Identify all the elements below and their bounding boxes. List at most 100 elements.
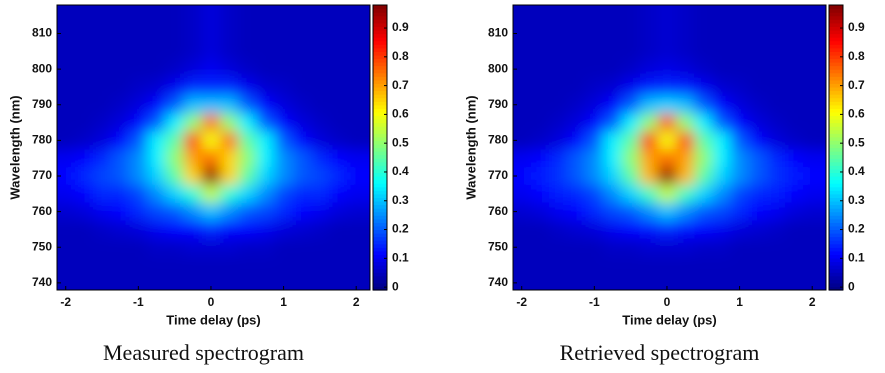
x-axis-label: Time delay (ps) (622, 312, 716, 327)
heatmap-cell (292, 95, 312, 115)
colorbar-swatch (829, 158, 843, 163)
heatmap-cell (530, 167, 550, 186)
heatmap-cell (74, 238, 94, 257)
colorbar-tick-label: 0.2 (392, 222, 409, 236)
heatmap-cell (657, 220, 677, 239)
heatmap-cell (165, 131, 185, 150)
heatmap-cell (657, 131, 677, 150)
heatmap-cell (165, 60, 185, 79)
heatmap-cell (766, 149, 786, 168)
heatmap-cell (676, 95, 695, 115)
colorbar-swatch (373, 29, 387, 35)
colorbar-swatch (373, 257, 387, 263)
heatmap-cell (639, 5, 659, 61)
colorbar-swatch (373, 229, 387, 234)
colorbar-tick-label: 0.6 (392, 107, 409, 121)
heatmap-cell (201, 95, 221, 115)
heatmap-cell (530, 238, 550, 257)
heatmap-cell (147, 95, 167, 115)
colorbar-swatch (373, 51, 387, 56)
colorbar-swatch (829, 129, 843, 134)
heatmap-cell (784, 238, 804, 257)
heatmap-cell (730, 113, 750, 132)
heatmap-cell (310, 256, 330, 290)
heatmap-cell (92, 184, 112, 204)
heatmap-cell (238, 113, 257, 132)
heatmap-cell (585, 220, 604, 239)
heatmap-cell (92, 149, 112, 168)
colorbar-swatch (373, 168, 387, 174)
colorbar-swatch (829, 133, 843, 138)
heatmap-cell (238, 238, 257, 257)
heatmap-cell (585, 5, 604, 61)
heatmap-cell (548, 149, 568, 168)
heatmap-cell (57, 167, 76, 186)
heatmap-cell (639, 95, 659, 115)
heatmap-cell (57, 95, 76, 115)
colorbar-swatch (373, 286, 387, 291)
heatmap-cell (328, 167, 348, 186)
colorbar-tick-label: 0.3 (848, 193, 865, 207)
heatmap-cell (567, 149, 586, 168)
heatmap-cell (147, 149, 167, 168)
heatmap-cell (585, 202, 604, 222)
heatmap-cell (310, 220, 330, 239)
colorbar-swatch (829, 240, 843, 245)
colorbar-swatch (373, 275, 387, 280)
heatmap-cell (784, 167, 804, 186)
heatmap-cell (730, 95, 750, 115)
colorbar-swatch (829, 275, 843, 280)
heatmap-cell (328, 60, 348, 79)
heatmap-cell (712, 113, 732, 132)
heatmap-cell (803, 238, 826, 257)
colorbar-swatch (829, 140, 843, 145)
heatmap-cell (347, 202, 370, 222)
heatmap-cell (730, 184, 750, 204)
heatmap-cell (238, 149, 257, 168)
heatmap-cell (274, 220, 294, 239)
heatmap-cell (621, 149, 641, 168)
heatmap-cell (621, 131, 641, 150)
colorbar-swatch (829, 261, 843, 266)
heatmap-cell (748, 256, 768, 290)
heatmap-cell (676, 202, 695, 222)
heatmap-cell (657, 78, 677, 97)
heatmap-cell (694, 5, 713, 61)
heatmap-cell (274, 149, 294, 168)
heatmap-cell (328, 184, 348, 204)
colorbar-tick-label: 0.7 (848, 78, 865, 92)
heatmap-cell (548, 131, 568, 150)
heatmap-cell (310, 5, 330, 61)
colorbar-swatch (829, 154, 843, 159)
heatmap-cell (748, 131, 768, 150)
y-tick-label: 760 (488, 204, 508, 218)
heatmap-cell (57, 220, 76, 239)
heatmap-cell (694, 167, 713, 186)
colorbar-swatch (373, 225, 387, 231)
heatmap-cell (694, 220, 713, 239)
colorbar-swatch (829, 204, 843, 209)
colorbar-tick-label: 0 (392, 279, 399, 293)
colorbar-swatch (373, 147, 387, 152)
heatmap-cell (111, 95, 130, 115)
heatmap-cell (784, 5, 804, 61)
heatmap-cell (766, 167, 786, 186)
colorbar-swatch (829, 86, 843, 92)
heatmap-cell (639, 220, 659, 239)
x-tick-label: -2 (516, 295, 527, 309)
y-tick-label: 750 (32, 239, 52, 253)
colorbar-swatch (373, 176, 387, 181)
colorbar-swatch (373, 65, 387, 70)
heatmap-cell (530, 78, 550, 97)
heatmap-cell (567, 95, 586, 115)
heatmap-cell (220, 149, 239, 168)
y-tick-label: 810 (32, 26, 52, 40)
heatmap-cell (657, 256, 677, 290)
heatmap-cell (256, 167, 276, 186)
heatmap-cell (530, 220, 550, 239)
colorbar-swatch (829, 104, 843, 109)
heatmap-cell (292, 78, 312, 97)
heatmap-cell (201, 60, 221, 79)
heatmap-cell (111, 238, 130, 257)
